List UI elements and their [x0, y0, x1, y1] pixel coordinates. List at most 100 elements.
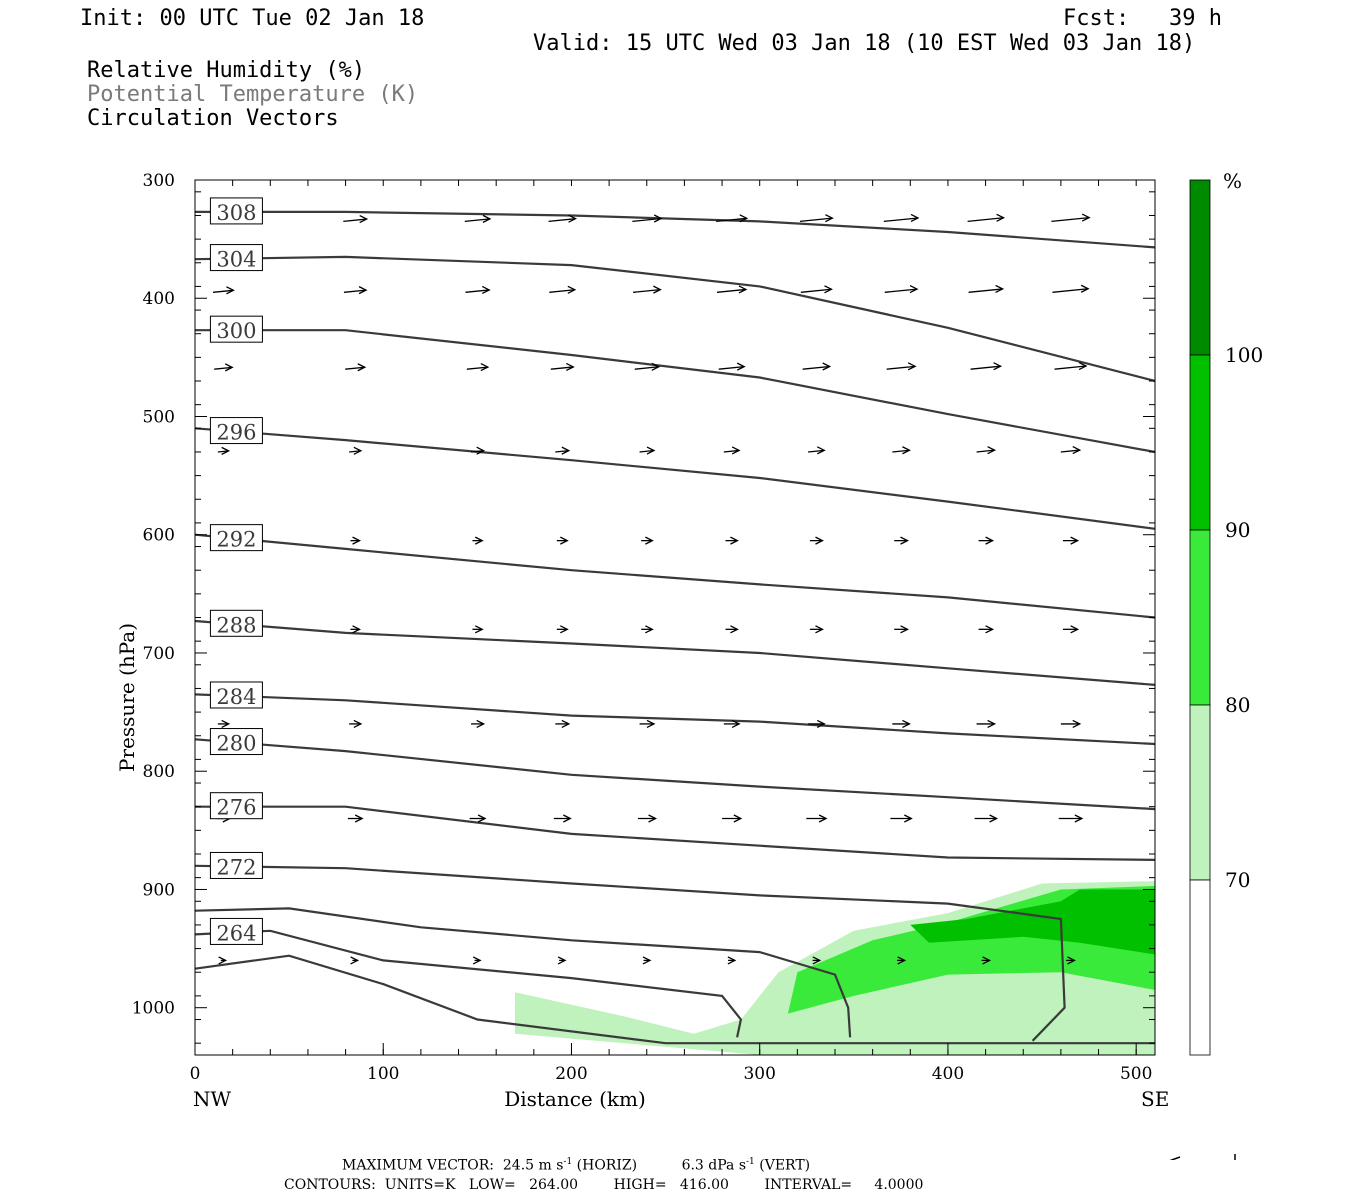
- y-tick-label: 700: [143, 644, 175, 664]
- y-tick-label: 900: [143, 880, 175, 900]
- vector-arrow: [218, 956, 228, 965]
- colorbar-label: 90: [1225, 518, 1250, 542]
- y-tick-label: 500: [143, 407, 175, 427]
- vector-arrow: [1051, 213, 1091, 223]
- theta-contour-300: [195, 329, 1156, 454]
- forecast-hour: Fcst: 39 h: [1063, 6, 1222, 31]
- vector-arrow: [465, 285, 491, 295]
- vector-arrow: [808, 719, 826, 729]
- x-tick-label: 500: [1120, 1064, 1152, 1084]
- colorbar-band: [1189, 704, 1211, 881]
- contour-label-308: 308: [209, 197, 263, 225]
- theta-contour-308: [195, 210, 1156, 249]
- svg-text:292: 292: [216, 528, 256, 552]
- vector-arrow: [725, 625, 739, 634]
- vector-arrow: [718, 362, 746, 371]
- vector-arrow: [892, 446, 911, 455]
- theta-contour-280: [194, 738, 1156, 811]
- theta-contour-288: [194, 619, 1156, 686]
- vector-arrow: [809, 625, 824, 634]
- vector-arrow: [884, 285, 919, 294]
- vector-arrow: [974, 814, 999, 823]
- vector-arrow: [723, 719, 741, 729]
- vector-arrow: [556, 625, 569, 634]
- init-time: Init: 00 UTC Tue 02 Jan 18: [80, 6, 425, 31]
- vector-arrow: [633, 285, 662, 294]
- theta-contour-296: [194, 427, 1156, 530]
- vector-arrow: [808, 446, 826, 455]
- theta-contour-12: [194, 954, 1155, 1045]
- colorbar-band: [1189, 879, 1211, 1056]
- vector-arrow: [349, 446, 363, 455]
- vector-arrow: [1060, 719, 1082, 729]
- vector-arrow: [894, 536, 909, 545]
- endpoint-se: SE: [1141, 1087, 1169, 1111]
- vector-arrow: [550, 362, 575, 372]
- contour-label-300: 300: [209, 315, 263, 343]
- cross-section-chart: 308 304 300 296 292 288 284 280 276 272 264 0 100 20…: [115, 169, 1263, 1160]
- vector-arrow: [214, 363, 234, 372]
- vector-arrow: [806, 814, 828, 823]
- theta-contour-284: [194, 693, 1156, 746]
- theta-contour-276: [195, 805, 1156, 861]
- endpoint-nw: NW: [193, 1087, 232, 1111]
- vector-arrow: [978, 625, 995, 634]
- vector-arrow: [976, 446, 997, 455]
- vector-arrow: [217, 719, 231, 729]
- colorbar-label: 70: [1225, 868, 1250, 892]
- vector-arrow: [557, 956, 567, 965]
- svg-text:300: 300: [216, 319, 256, 343]
- vector-arrow: [641, 625, 654, 634]
- contour-label-288: 288: [209, 609, 263, 637]
- theta-contour-264: [194, 929, 743, 1038]
- vector-arrow: [1062, 625, 1080, 634]
- vector-arrow: [727, 956, 737, 965]
- colorbar-label: 100: [1225, 343, 1263, 367]
- field-vectors: Circulation Vectors: [87, 106, 339, 131]
- vector-arrow: [350, 625, 362, 634]
- x-tick-label: 300: [743, 1064, 775, 1084]
- vector-arrow: [634, 362, 661, 371]
- contour-label-276: 276: [209, 792, 263, 820]
- vector-arrow: [976, 719, 997, 729]
- theta-contour-304: [194, 255, 1156, 383]
- contour-label-304: 304: [209, 244, 263, 272]
- y-tick-label: 400: [143, 289, 175, 309]
- vector-arrow: [809, 536, 824, 545]
- vector-arrow: [892, 719, 911, 729]
- svg-text:304: 304: [216, 248, 256, 272]
- theta-contour-272: [194, 864, 1066, 1042]
- vector-arrow: [716, 285, 748, 294]
- rh-fill-layer: [515, 881, 1155, 1055]
- x-tick-label: 100: [367, 1064, 399, 1084]
- vector-arrow: [472, 625, 484, 634]
- reference-vector-icon: [1169, 1154, 1236, 1160]
- vector-arrow: [350, 536, 362, 545]
- rh-colorbar: 100 90 80 70%: [1189, 169, 1263, 1056]
- vector-arrow: [343, 286, 368, 295]
- vector-arrow: [555, 719, 571, 729]
- contour-label-296: 296: [209, 417, 263, 445]
- vector-arrow: [812, 956, 822, 965]
- field-rh: Relative Humidity (%): [87, 58, 366, 83]
- vector-arrow: [981, 956, 992, 965]
- vector-arrow: [1062, 536, 1080, 545]
- vector-arrow: [1052, 284, 1090, 293]
- y-axis-title: Pressure (hPa): [115, 623, 139, 772]
- vector-arrow: [471, 719, 486, 729]
- vector-arrow: [343, 214, 369, 224]
- vector-arrow: [553, 814, 572, 823]
- vector-arrow: [894, 625, 909, 634]
- vector-arrow: [799, 214, 834, 223]
- vector-arrow: [472, 536, 484, 545]
- vector-arrow: [723, 446, 741, 455]
- vector-arrow: [1054, 361, 1088, 371]
- vector-arrow: [549, 285, 577, 294]
- vector-arrow: [802, 362, 832, 371]
- colorbar-band: [1189, 529, 1211, 706]
- svg-text:276: 276: [216, 796, 256, 820]
- svg-text:280: 280: [216, 732, 256, 756]
- vector-arrow: [469, 814, 487, 823]
- colorbar-unit: %: [1223, 169, 1242, 193]
- vector-arrow: [970, 362, 1003, 371]
